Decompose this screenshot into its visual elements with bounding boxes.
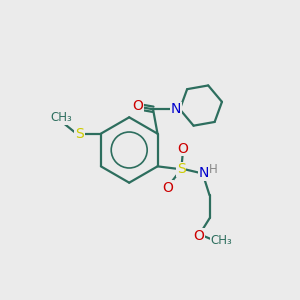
Text: N: N bbox=[171, 102, 181, 116]
Text: N: N bbox=[198, 166, 209, 180]
Text: O: O bbox=[194, 229, 205, 243]
Text: CH₃: CH₃ bbox=[50, 111, 72, 124]
Text: O: O bbox=[177, 142, 188, 155]
Text: CH₃: CH₃ bbox=[211, 234, 232, 247]
Text: O: O bbox=[132, 99, 143, 113]
Text: S: S bbox=[75, 127, 84, 141]
Text: S: S bbox=[177, 162, 186, 176]
Text: H: H bbox=[209, 164, 218, 176]
Text: O: O bbox=[163, 181, 173, 195]
